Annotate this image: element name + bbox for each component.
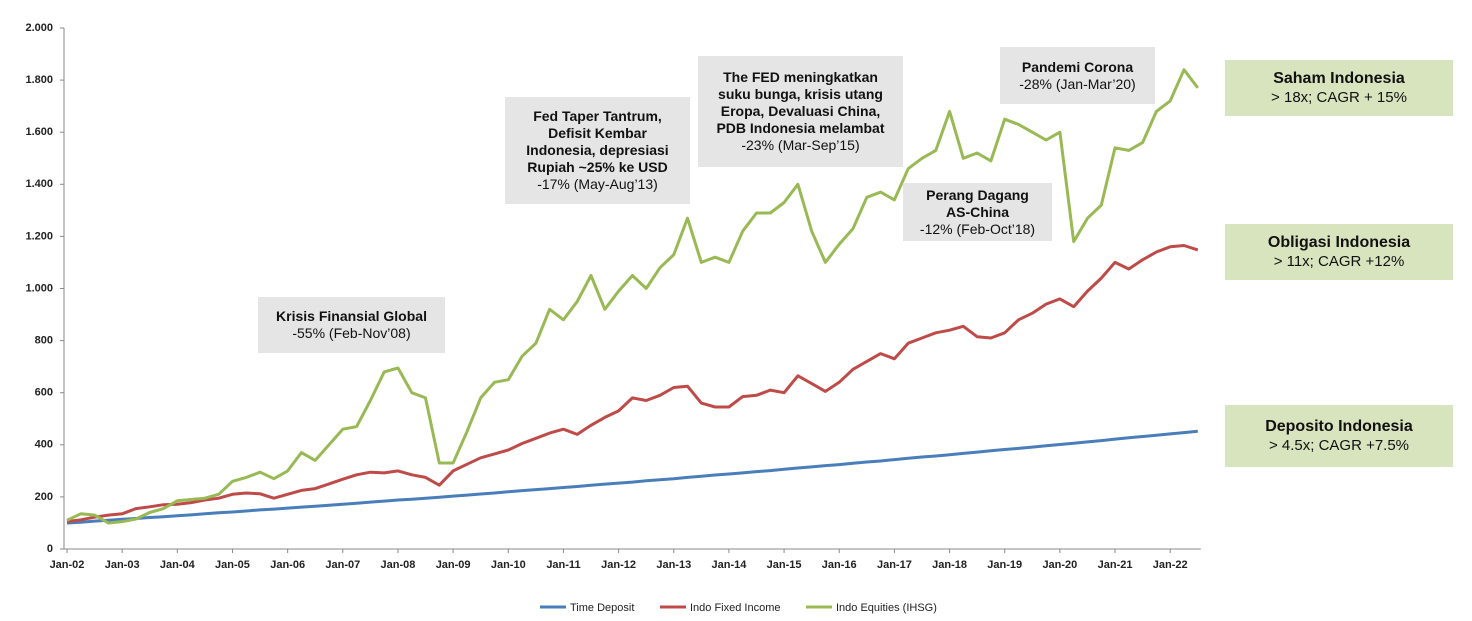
annotation-title: Perang Dagang AS-China	[926, 186, 1029, 220]
y-tick-label: 1.800	[25, 74, 53, 86]
annotation: The FED meningkatkan suku bunga, krisis …	[698, 56, 903, 167]
x-tick-label: Jan-12	[601, 559, 636, 571]
summary-box: Obligasi Indonesia > 11x; CAGR +12%	[1225, 224, 1453, 280]
legend-label: Indo Fixed Income	[690, 602, 781, 614]
x-tick-label: Jan-14	[711, 559, 747, 571]
summary-box: Saham Indonesia > 18x; CAGR + 15%	[1225, 60, 1453, 116]
annotation: Fed Taper Tantrum, Defisit Kembar Indone…	[505, 97, 690, 204]
x-tick-label: Jan-16	[822, 559, 857, 571]
x-tick-label: Jan-18	[932, 559, 967, 571]
annotation: Pandemi Corona -28% (Jan-Mar’20)	[1000, 47, 1155, 104]
x-tick-label: Jan-07	[325, 559, 360, 571]
annotation-text: -23% (Mar-Sep’15)	[741, 137, 860, 153]
x-tick-label: Jan-08	[381, 559, 416, 571]
x-tick-label: Jan-02	[50, 559, 85, 571]
x-tick-label: Jan-03	[105, 559, 140, 571]
summary-text: > 11x; CAGR +12%	[1273, 253, 1405, 270]
x-tick-label: Jan-21	[1098, 559, 1133, 571]
legend-label: Indo Equities (IHSG)	[836, 602, 937, 614]
x-tick-label: Jan-04	[160, 559, 196, 571]
x-tick-label: Jan-05	[215, 559, 250, 571]
summary-text: > 18x; CAGR + 15%	[1271, 89, 1407, 106]
annotation-text: -28% (Jan-Mar’20)	[1019, 75, 1136, 92]
annotation-title: The FED meningkatkan suku bunga, krisis …	[716, 69, 885, 136]
summary-title: Deposito Indonesia	[1265, 418, 1413, 435]
x-tick-label: Jan-06	[270, 559, 305, 571]
legend-label: Time Deposit	[570, 602, 634, 614]
annotation-title: Krisis Finansial Global	[276, 308, 427, 324]
x-tick-label: Jan-15	[767, 559, 802, 571]
annotation-title: Fed Taper Tantrum, Defisit Kembar Indone…	[526, 108, 669, 175]
summary-box: Deposito Indonesia > 4.5x; CAGR +7.5%	[1225, 405, 1453, 467]
annotation-text: -55% (Feb-Nov’08)	[292, 325, 411, 341]
x-tick-label: Jan-11	[546, 559, 580, 571]
y-tick-label: 1.600	[25, 126, 53, 138]
series-line	[66, 68, 1199, 525]
x-tick-label: Jan-17	[877, 559, 912, 571]
summary-title: Saham Indonesia	[1273, 70, 1405, 87]
annotation-text: -17% (May-Aug’13)	[537, 176, 658, 192]
y-tick-label: 200	[35, 491, 53, 503]
series-line	[66, 429, 1198, 525]
y-tick-label: 600	[35, 387, 53, 399]
summary-text: > 4.5x; CAGR +7.5%	[1268, 437, 1410, 454]
annotation-title: Pandemi Corona	[1021, 58, 1134, 75]
summary-title: Obligasi Indonesia	[1267, 234, 1411, 251]
x-tick-label: Jan-09	[436, 559, 471, 571]
y-tick-label: 1.000	[25, 282, 53, 294]
x-tick-label: Jan-10	[491, 559, 526, 571]
x-tick-label: Jan-13	[656, 559, 691, 571]
y-tick-label: 0	[47, 543, 53, 555]
y-tick-label: 1.400	[25, 178, 53, 190]
x-tick-label: Jan-19	[987, 559, 1022, 571]
x-tick-label: Jan-22	[1153, 559, 1188, 571]
y-tick-label: 1.200	[25, 230, 53, 242]
annotation-text: -12% (Feb-Oct’18)	[919, 220, 1036, 237]
x-tick-label: Jan-20	[1042, 559, 1077, 571]
series-line	[66, 244, 1199, 524]
y-tick-label: 2.000	[25, 22, 53, 34]
annotation: Krisis Finansial Global -55% (Feb-Nov’08)	[258, 297, 445, 353]
y-tick-label: 800	[35, 335, 53, 347]
annotation: Perang Dagang AS-China -12% (Feb-Oct’18)	[903, 183, 1052, 241]
y-tick-label: 400	[35, 439, 53, 451]
